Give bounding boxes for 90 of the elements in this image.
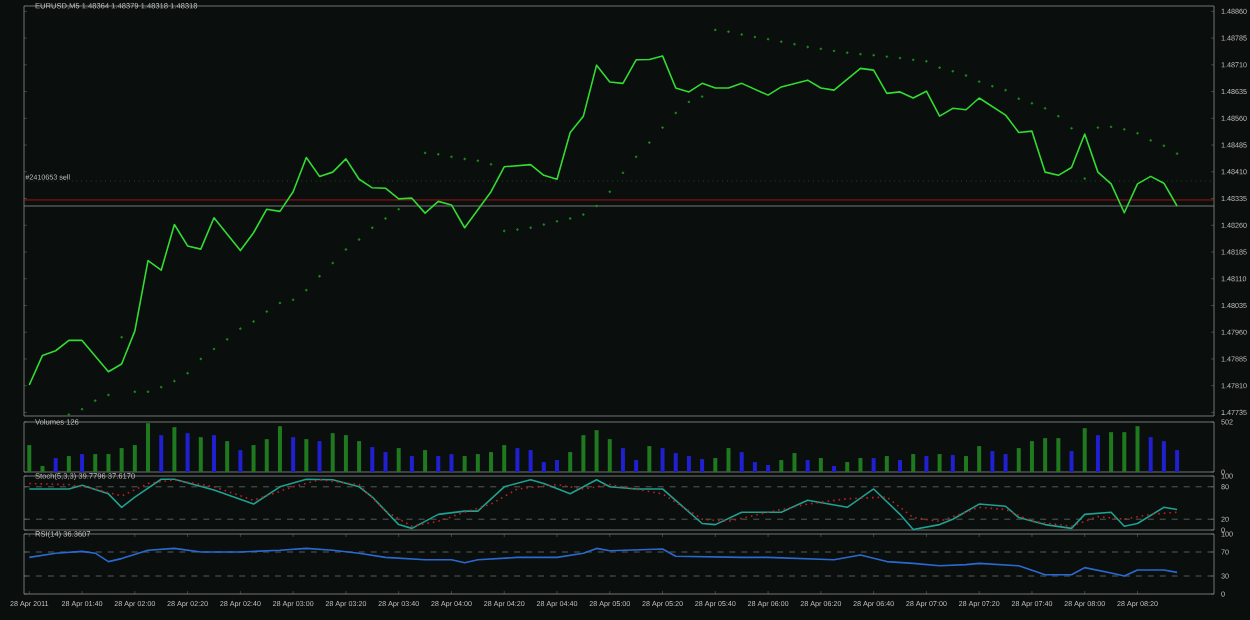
bar <box>739 452 744 472</box>
bar <box>1029 441 1034 472</box>
bar <box>40 466 45 472</box>
bar <box>449 454 454 472</box>
bar <box>383 452 388 472</box>
bar <box>1148 437 1153 472</box>
bar <box>396 448 401 472</box>
bar <box>528 450 533 472</box>
bar <box>620 448 625 472</box>
bar <box>119 448 124 472</box>
bar <box>673 453 678 472</box>
bar <box>211 435 216 472</box>
bar <box>963 456 968 472</box>
bar <box>53 458 58 472</box>
bar <box>607 439 612 472</box>
bar <box>502 445 507 472</box>
bar <box>475 454 480 472</box>
bar <box>27 445 32 472</box>
line-series <box>28 547 1178 577</box>
bar <box>581 435 586 472</box>
bar <box>858 458 863 472</box>
bar <box>357 441 362 472</box>
bar <box>779 460 784 472</box>
bar <box>185 433 190 472</box>
bar <box>132 445 137 472</box>
bar <box>1161 441 1166 472</box>
bar <box>924 456 929 472</box>
bar <box>911 454 916 472</box>
bar <box>251 445 256 472</box>
bar <box>264 439 269 472</box>
bar <box>766 465 771 472</box>
bar <box>304 439 309 472</box>
bar <box>436 456 441 472</box>
bar <box>752 462 757 472</box>
bar <box>937 454 942 472</box>
bar <box>818 458 823 472</box>
bar <box>515 448 520 472</box>
bar <box>660 448 665 472</box>
bar <box>594 430 599 472</box>
bar <box>871 458 876 472</box>
bar <box>700 459 705 472</box>
bar <box>634 460 639 472</box>
bar <box>291 437 296 472</box>
bar <box>1003 454 1008 472</box>
bar <box>1122 432 1127 472</box>
bar <box>1095 435 1100 472</box>
bar <box>950 455 955 472</box>
bar <box>898 460 903 472</box>
bar <box>343 435 348 472</box>
bar <box>80 454 85 472</box>
bar <box>792 453 797 472</box>
bar <box>845 462 850 472</box>
bar <box>541 462 546 472</box>
bar <box>726 448 731 472</box>
bar <box>106 454 111 472</box>
bar <box>1043 438 1048 472</box>
bar <box>462 456 467 472</box>
bar <box>159 435 164 472</box>
bar <box>146 423 151 472</box>
bar <box>713 458 718 472</box>
bar <box>198 437 203 472</box>
bar <box>990 451 995 472</box>
bar <box>370 447 375 472</box>
bar <box>66 456 71 472</box>
bar <box>647 446 652 472</box>
bar <box>409 456 414 472</box>
bar <box>277 426 282 472</box>
bar <box>489 452 494 472</box>
bar <box>805 460 810 472</box>
bar <box>977 446 982 472</box>
line-series <box>28 55 1178 386</box>
bar <box>317 441 322 472</box>
bar <box>330 433 335 472</box>
bar <box>884 456 889 472</box>
bar <box>1056 438 1061 472</box>
bar <box>1175 450 1180 472</box>
bar <box>423 450 428 472</box>
bar <box>1135 426 1140 472</box>
bar <box>1069 451 1074 472</box>
bar <box>225 441 230 472</box>
bar <box>555 460 559 472</box>
bar <box>238 450 243 472</box>
bar <box>1109 432 1114 472</box>
bar <box>832 466 837 472</box>
bar <box>686 456 691 472</box>
bar <box>568 452 573 472</box>
bar <box>93 454 98 472</box>
bar <box>172 427 177 472</box>
bar <box>1016 448 1021 472</box>
bar <box>1082 428 1087 472</box>
